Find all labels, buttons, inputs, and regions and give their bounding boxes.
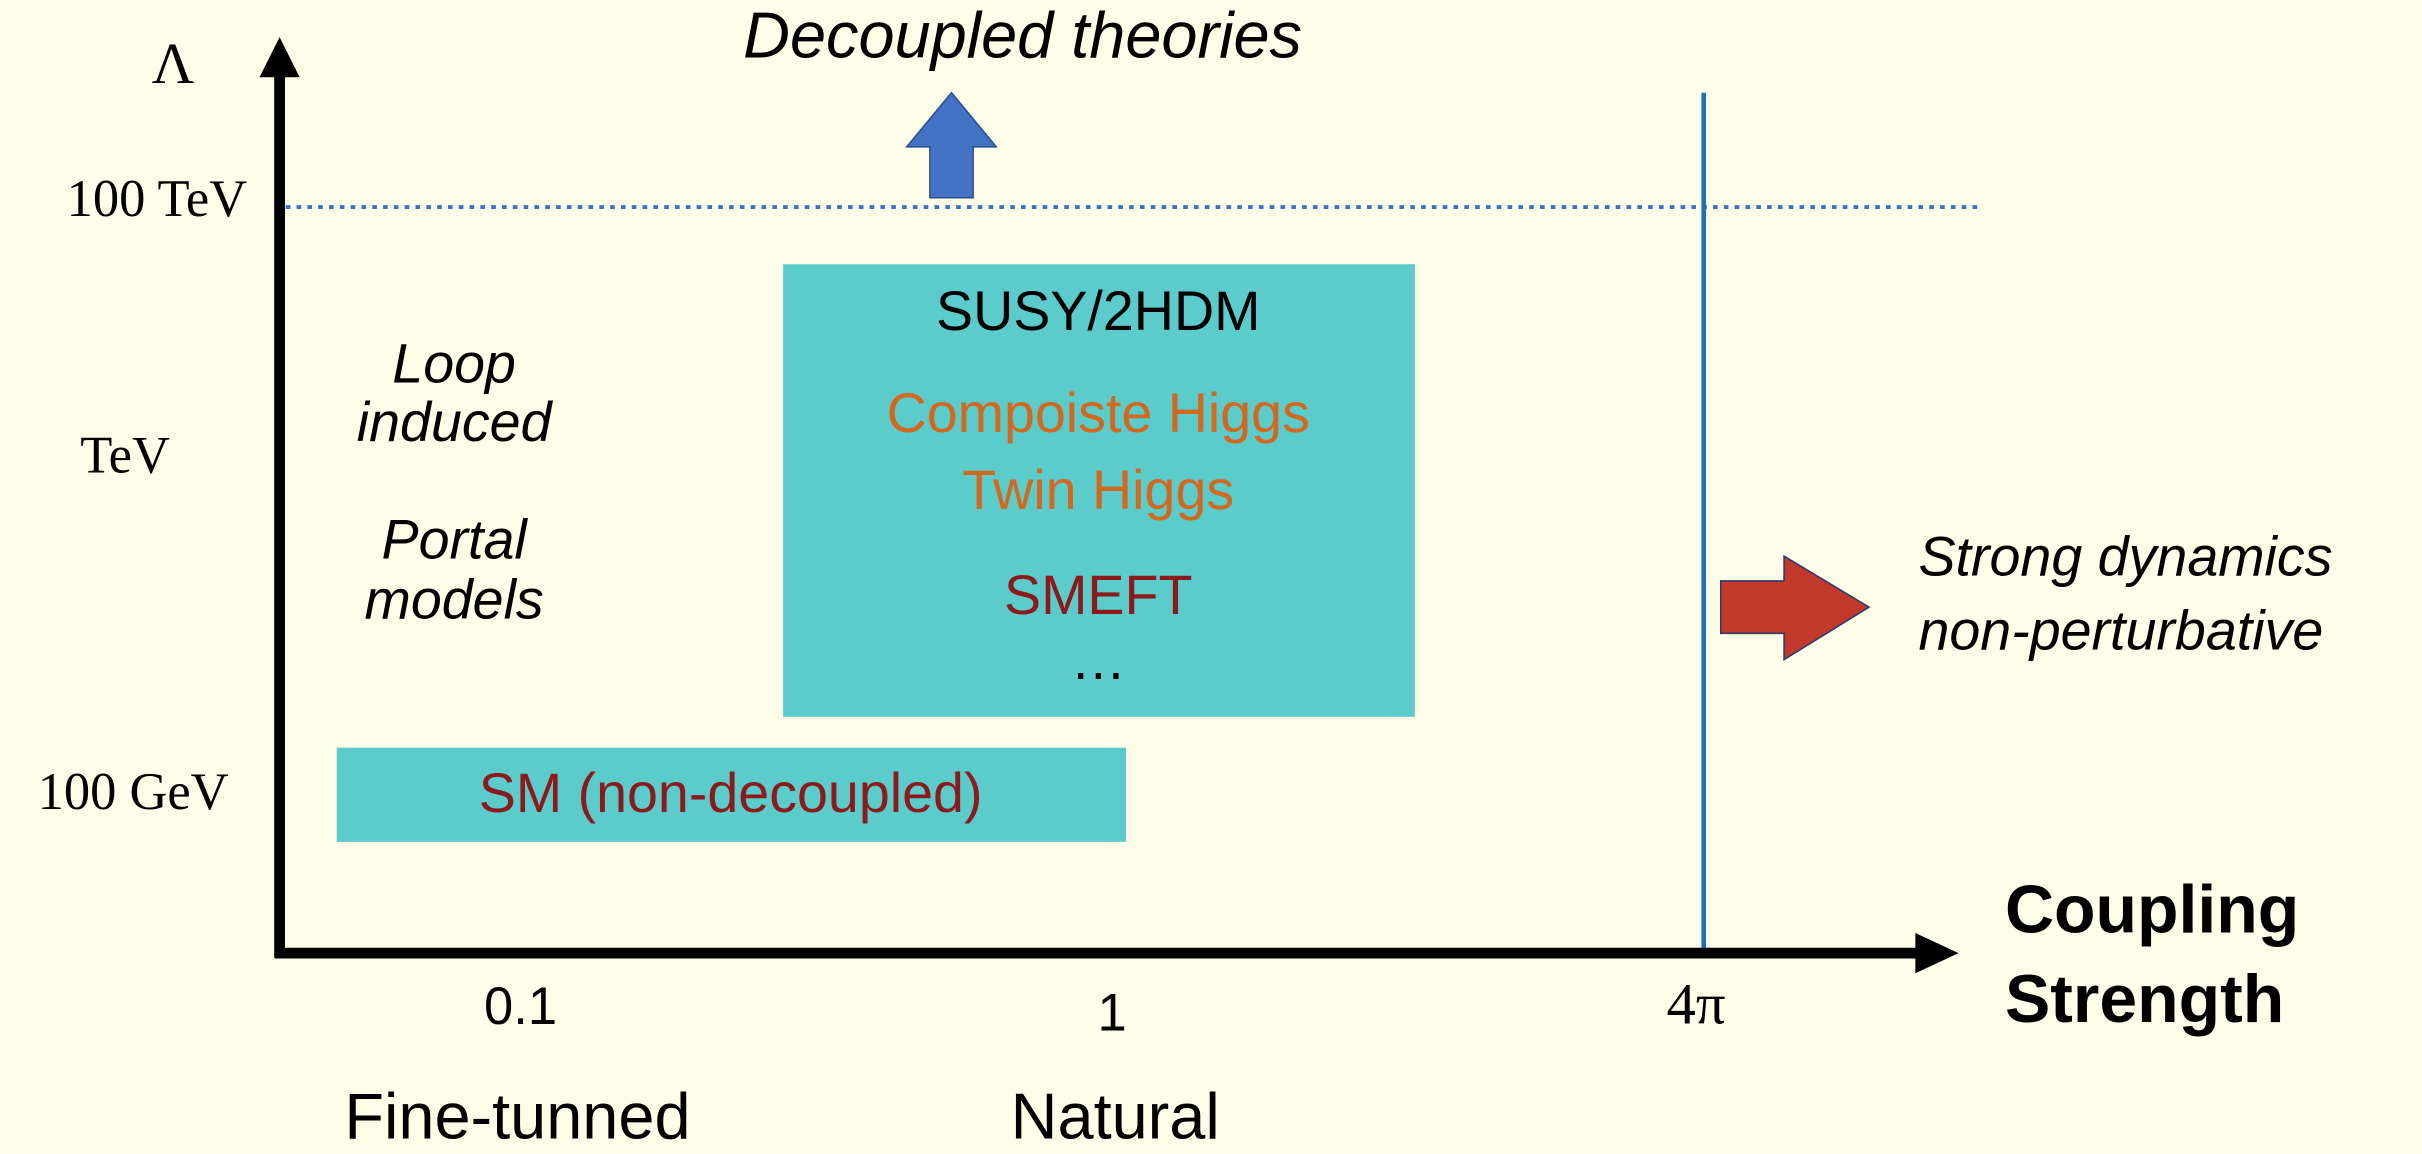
bsm-label: Twin Higgs [962,459,1234,521]
y-axis-label: Λ [152,31,195,96]
y-tick-label: 100 TeV [67,170,248,228]
bsm-label: SUSY/2HDM [936,280,1260,342]
x-tick-label: 0.1 [484,977,557,1036]
right-annotation: non-perturbative [1918,600,2323,662]
x-region-label: Natural [1011,1080,1220,1153]
bsm-box [783,264,1415,717]
sm-label: SM (non-decoupled) [479,762,983,824]
bsm-label: SMEFT [1004,564,1192,626]
y-axis-arrow [259,37,300,78]
x-tick-label: 1 [1098,983,1127,1042]
bsm-label: … [1070,629,1126,691]
right-annotation: Strong dynamics [1918,525,2332,587]
bsm-label: Compoiste Higgs [887,382,1310,444]
x-axis-label: Coupling [2005,871,2299,947]
top-annotation: Decoupled theories [743,0,1302,71]
loop-label: Loop [392,332,516,394]
right-arrow [1719,554,1871,662]
x-tick-label: 4π [1667,972,1726,1037]
x-axis-label: Strength [2005,961,2284,1037]
x-region-label: Fine-tunned [344,1080,690,1153]
up-arrow [905,91,998,199]
x-axis-arrow [1915,933,1959,974]
portal-label: Portal [382,508,529,570]
loop-label: induced [357,391,554,453]
portal-label: models [365,569,544,631]
sm-box [336,747,1127,842]
y-tick-label: 100 GeV [38,763,229,821]
y-tick-label: TeV [80,426,170,484]
